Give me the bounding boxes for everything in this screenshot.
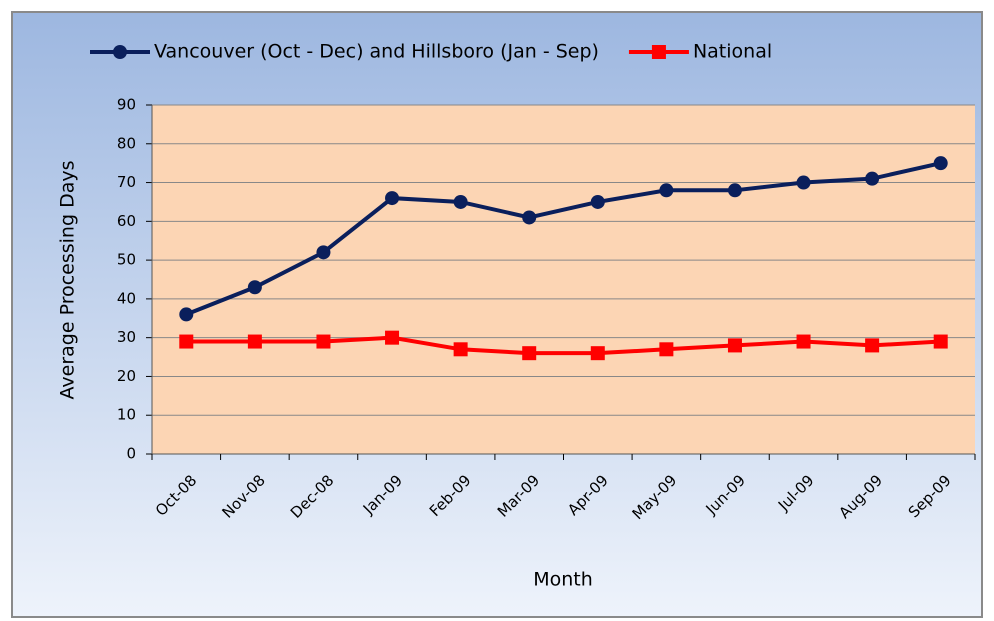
y-tick-label: 50 xyxy=(117,251,136,269)
marker xyxy=(247,334,262,349)
series-line xyxy=(185,161,942,317)
marker xyxy=(385,191,400,206)
marker xyxy=(727,183,742,198)
marker xyxy=(651,45,666,59)
legend-label: National xyxy=(693,41,772,63)
y-axis-label: Average Processing Days xyxy=(57,161,79,400)
y-tick-label: 30 xyxy=(117,328,136,346)
marker xyxy=(247,280,262,295)
series-line xyxy=(186,335,941,356)
marker xyxy=(933,334,948,349)
marker xyxy=(659,342,674,357)
marker xyxy=(727,338,742,353)
marker xyxy=(590,194,605,209)
marker xyxy=(865,171,880,186)
y-tick-label: 80 xyxy=(117,134,136,152)
marker xyxy=(796,334,811,349)
marker xyxy=(385,330,400,345)
marker xyxy=(179,334,194,349)
marker xyxy=(179,307,194,322)
marker xyxy=(453,194,468,209)
y-tick-label: 70 xyxy=(117,173,136,191)
marker xyxy=(113,45,127,59)
marker xyxy=(933,156,948,171)
marker xyxy=(453,342,468,357)
marker xyxy=(659,183,674,198)
marker xyxy=(796,175,811,190)
y-tick-label: 10 xyxy=(117,406,136,424)
x-axis-label: Month xyxy=(533,569,593,591)
y-tick-label: 60 xyxy=(117,212,136,230)
marker xyxy=(865,338,880,353)
y-tick-label: 40 xyxy=(117,289,136,307)
marker xyxy=(316,245,331,260)
marker xyxy=(522,346,537,361)
y-tick-label: 90 xyxy=(117,96,136,114)
marker xyxy=(316,334,331,349)
legend-label: Vancouver (Oct - Dec) and Hillsboro (Jan… xyxy=(154,41,599,63)
marker xyxy=(590,346,605,361)
marker xyxy=(522,210,537,225)
y-tick-label: 0 xyxy=(126,445,136,463)
plot-area xyxy=(152,105,975,454)
y-tick-label: 20 xyxy=(117,367,136,385)
